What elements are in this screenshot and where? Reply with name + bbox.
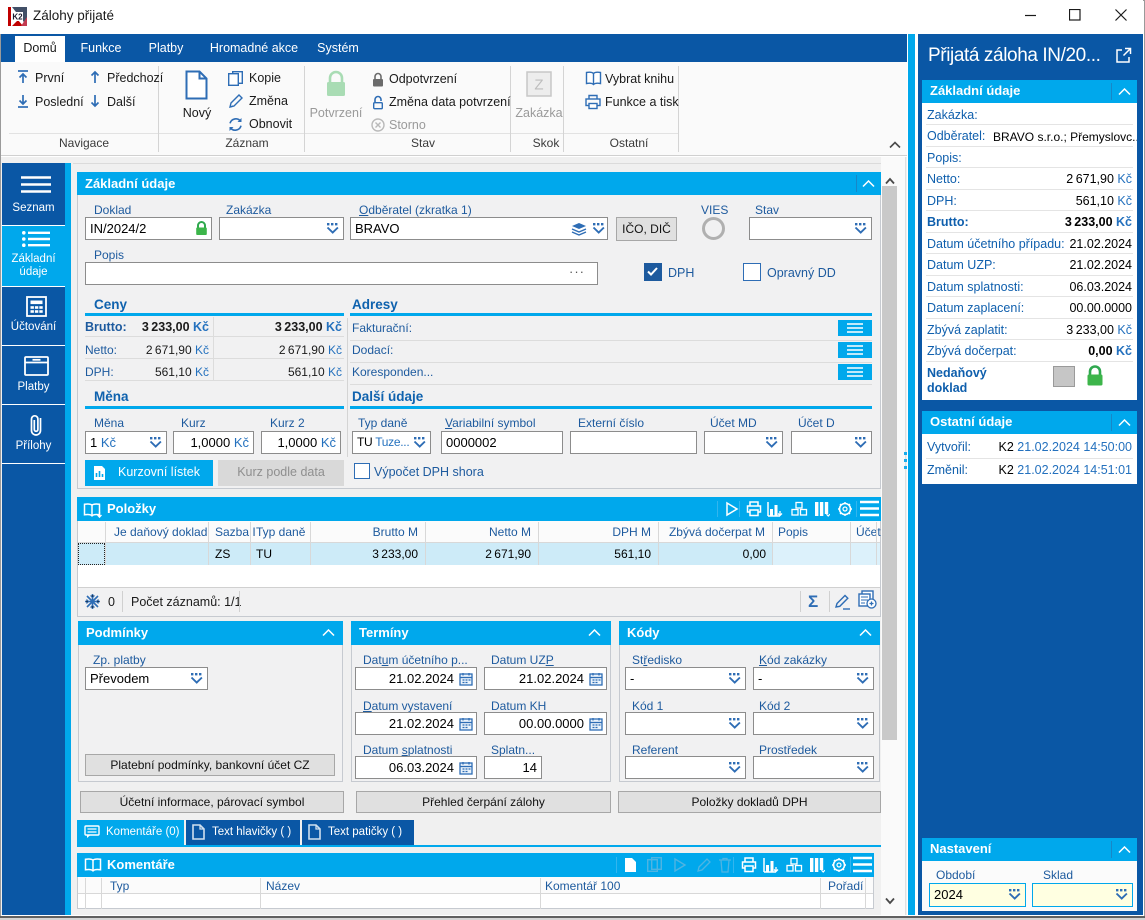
svg-text:Z: Z [534, 77, 543, 94]
svg-text:K2: K2 [12, 13, 23, 22]
